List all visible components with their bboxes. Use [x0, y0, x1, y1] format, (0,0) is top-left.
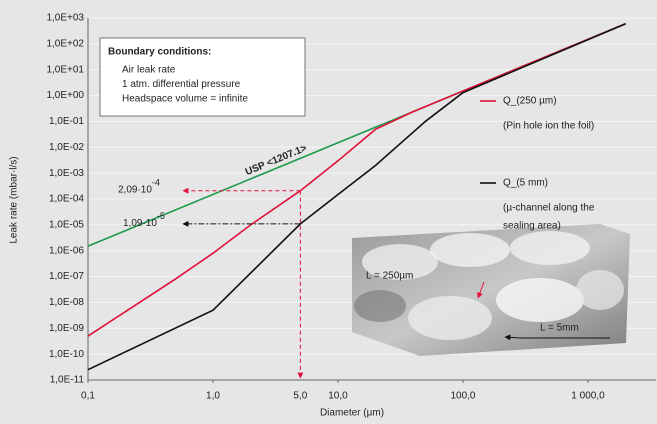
annotation-exponent: -5: [157, 211, 165, 221]
y-tick-label: 1,0E-02: [49, 142, 84, 153]
photo-arrow: [504, 334, 521, 341]
y-tick-label: 1,0E-05: [49, 219, 84, 230]
y-tick-label: 1,0E-07: [49, 271, 84, 282]
y-tick-label: 1,0E-01: [49, 116, 84, 127]
series-line: [87, 22, 626, 371]
x-tick-label: 1,0: [206, 391, 220, 402]
boundary-title: Boundary conditions:: [108, 47, 211, 58]
x-axis-title: Diameter (µm): [320, 408, 384, 419]
photo-label: L = 250µm: [366, 271, 413, 282]
photo-label: L = 5mm: [540, 323, 579, 334]
x-tick-label: 0,1: [81, 391, 95, 402]
y-tick-label: 1,0E+03: [46, 13, 84, 24]
y-tick-label: 1,0E+01: [46, 64, 84, 75]
x-tick-label: 1 000,0: [571, 391, 605, 402]
legend-label: Q_(5 mm): [503, 178, 548, 189]
annotation-label: 2,09·10-4: [118, 178, 160, 195]
y-tick-label: 1,0E-04: [49, 194, 84, 205]
legend-label: Q_(250 µm): [503, 96, 557, 107]
y-axis-title: Leak rate (mbar·l/s): [9, 156, 20, 243]
series-line: [87, 22, 626, 337]
boundary-line: 1 atm. differential pressure: [122, 79, 241, 90]
photo: [352, 224, 630, 356]
x-tick-label: 100,0: [450, 391, 475, 402]
boundary-line: Air leak rate: [122, 65, 176, 76]
y-tick-label: 1,0E-11: [50, 375, 85, 386]
y-tick-label: 1,0E+02: [46, 38, 84, 49]
annotation-exponent: -4: [152, 178, 160, 188]
boundary-line: Headspace volume = infinite: [122, 94, 248, 105]
y-tick-label: 1,0E-03: [49, 168, 84, 179]
photo-arrow: [477, 281, 485, 299]
x-tick-label: 10,0: [328, 391, 348, 402]
annotation-label: 1,09·10-5: [123, 211, 165, 228]
legend-note: sealing area): [503, 221, 561, 232]
boundary-box: [99, 37, 306, 117]
legend-note: (µ-channel along the: [503, 203, 595, 214]
annotation-base: 1,09·10: [123, 218, 157, 229]
legend-note: (Pin hole ion the foil): [503, 121, 594, 132]
y-tick-label: 1,0E-06: [49, 245, 84, 256]
annotation-base: 2,09·10: [118, 184, 152, 195]
x-tick-label-highlight: 5,0: [293, 391, 307, 402]
y-tick-label: 1,0E-09: [49, 323, 84, 334]
y-tick-label: 1,0E-10: [49, 349, 84, 360]
y-tick-label: 1,0E-08: [49, 297, 84, 308]
y-tick-label: 1,0E+00: [46, 90, 84, 101]
